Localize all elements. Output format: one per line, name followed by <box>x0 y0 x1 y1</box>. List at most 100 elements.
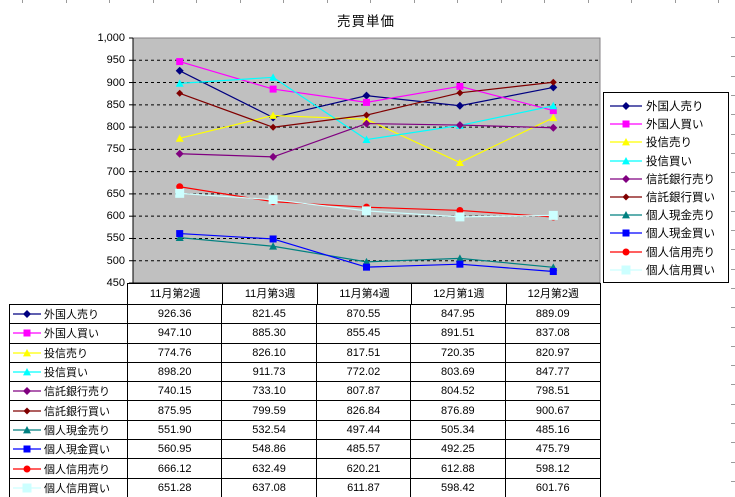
data-point <box>176 58 184 66</box>
data-point <box>548 210 558 220</box>
column-gridline-stub <box>457 0 458 3</box>
table-cell: 632.49 <box>222 459 317 479</box>
data-point <box>175 79 184 87</box>
table-header-cell: 12月第2週 <box>505 284 600 304</box>
row-gridline-stub <box>731 307 735 308</box>
data-point <box>23 445 31 453</box>
legend-marker-icon <box>13 407 41 415</box>
table-cell: 485.16 <box>505 421 600 441</box>
table-cell: 876.89 <box>411 401 506 421</box>
legend-item-label: 個人信用買い <box>646 264 715 277</box>
row-gridline-stub <box>731 249 735 250</box>
plot-area <box>129 37 601 284</box>
row-gridline-stub <box>731 462 735 463</box>
legend-item-label: 個人現金売り <box>646 210 715 223</box>
column-gridline-stub <box>501 0 502 3</box>
data-point <box>23 348 31 357</box>
column-gridline-stub <box>240 0 241 3</box>
row-label: 個人現金買い <box>10 440 128 460</box>
row-label: 信託銀行買い <box>10 401 128 421</box>
data-point <box>455 158 464 166</box>
legend-marker-icon <box>13 310 41 319</box>
data-point <box>362 91 371 100</box>
table-cell: 870.55 <box>316 305 412 325</box>
row-gridline-stub <box>731 95 735 96</box>
data-point <box>269 85 277 93</box>
row-gridline-stub <box>731 442 735 443</box>
row-gridline-stub <box>731 172 735 173</box>
data-point <box>622 229 630 237</box>
legend-marker-icon <box>610 229 642 237</box>
table-cell: 891.51 <box>411 324 506 344</box>
y-axis-tick-label: 800 <box>106 121 125 134</box>
legend-item-label: 投信買い <box>646 155 692 168</box>
data-point <box>622 120 630 128</box>
row-label-text: 信託銀行買い <box>44 405 110 418</box>
table-header-row: 11月第2週 11月第3週 11月第4週 12月第1週 12月第2週 <box>127 283 601 305</box>
data-point <box>23 310 31 319</box>
data-point <box>549 107 557 115</box>
table-cell: 740.15 <box>128 382 223 402</box>
data-point <box>175 233 184 242</box>
table-cell: 947.10 <box>128 324 223 344</box>
data-point <box>269 242 278 250</box>
row-gridline-stub <box>731 404 735 405</box>
table-cell: 651.28 <box>128 478 223 497</box>
data-point <box>549 101 558 110</box>
row-label-text: 個人信用買い <box>44 483 110 496</box>
column-gridline-stub <box>718 0 719 3</box>
legend-marker-icon <box>13 445 41 453</box>
legend-marker-icon <box>610 265 642 275</box>
data-point <box>622 102 630 111</box>
y-axis-tick-label: 900 <box>106 76 125 89</box>
row-gridline-stub <box>731 230 735 231</box>
data-point <box>456 260 464 268</box>
row-gridline-stub <box>731 327 735 328</box>
row-label: 個人信用売り <box>10 459 128 479</box>
table-cell: 475.79 <box>505 440 600 460</box>
row-gridline-stub <box>731 346 735 347</box>
table-cell: 847.95 <box>411 305 506 325</box>
data-point <box>622 174 630 183</box>
legend-item: 個人信用売り <box>609 243 728 261</box>
column-gridline-stub <box>283 0 284 3</box>
legend-marker-icon <box>13 425 41 434</box>
table-cell: 855.45 <box>316 324 412 344</box>
table-cell: 774.76 <box>128 343 223 363</box>
legend-marker-icon <box>610 156 642 165</box>
y-axis-tick-label: 1,000 <box>97 32 125 44</box>
legend-marker-icon <box>13 348 41 357</box>
data-point <box>621 265 631 275</box>
legend-marker-icon <box>13 329 41 337</box>
table-header-cell: 11月第4週 <box>316 284 411 304</box>
column-gridline-stub <box>631 0 632 3</box>
table-cell: 826.10 <box>222 343 317 363</box>
legend-item: 信託銀行買い <box>609 188 728 206</box>
data-point <box>549 113 558 122</box>
data-point <box>549 83 558 92</box>
legend-item: 投信売り <box>609 133 728 151</box>
column-gridline-stub <box>153 0 154 3</box>
table-cell: 492.25 <box>411 440 506 460</box>
data-point <box>362 135 371 143</box>
table-cell: 875.95 <box>128 401 223 421</box>
table-cell: 598.42 <box>411 478 506 497</box>
table-cell: 847.77 <box>505 363 600 383</box>
column-gridline-stub <box>370 0 371 3</box>
data-point <box>175 134 184 142</box>
data-point <box>22 483 32 493</box>
data-point <box>175 188 185 198</box>
y-axis-tick-label: 700 <box>106 165 125 178</box>
table-cell: 620.21 <box>316 459 412 479</box>
column-gridline-stub <box>109 0 110 3</box>
data-point <box>362 257 371 266</box>
row-gridline-stub <box>731 37 735 38</box>
table-header-cell: 12月第1週 <box>411 284 505 304</box>
table-cell: 497.44 <box>316 420 412 441</box>
data-point <box>176 230 184 238</box>
table-cell: 551.90 <box>128 420 223 441</box>
column-gridline-stub <box>544 0 545 3</box>
row-gridline-stub <box>731 153 735 154</box>
data-point <box>455 101 464 110</box>
data-point <box>622 211 630 219</box>
